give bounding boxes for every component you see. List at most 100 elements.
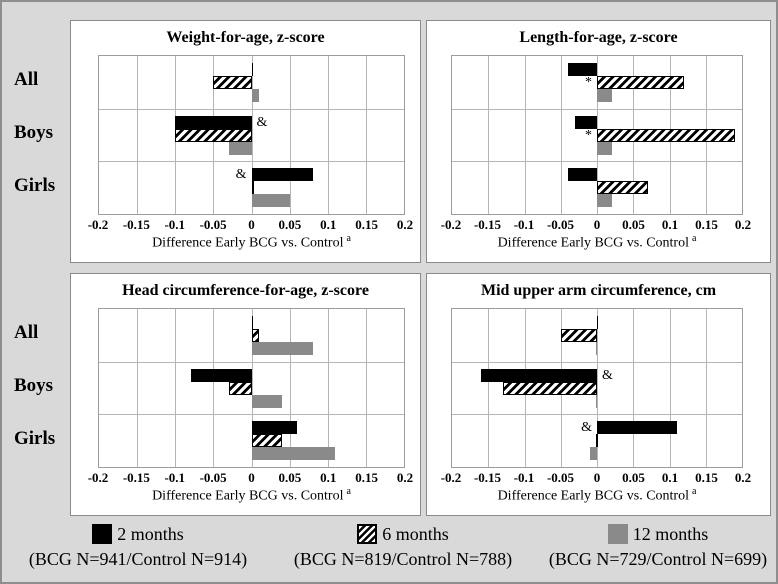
x-tick: 0 [248,470,255,485]
plot-area [98,308,405,468]
x-tick: -0.2 [87,217,109,232]
x-axis-caption-text: Difference Early BCG vs. Control [497,235,689,251]
grid-line-vertical [560,56,562,214]
grid-line-vertical [327,56,329,214]
x-axis-ticks: -0.2 -0.15 -0.1 -0.05 0 0.05 0.1 0.15 0.2 [441,470,751,486]
legend-item-2-months: 2 months (BCG N=941/Control N=914) [14,521,262,571]
x-tick: -0.1 [164,470,186,485]
legend-item-6-months: 6 months (BCG N=819/Control N=788) [279,521,527,571]
x-axis-caption-superscript: a [346,486,351,497]
legend-label-12-months: 12 months [632,523,709,544]
bar-12-months-girls [589,447,597,461]
x-tick: 0.15 [355,470,378,485]
panel-weight-for-age: Weight-for-age, z-score & & -0.2 -0.15 -0.1… [70,20,421,263]
x-tick: -0.1 [513,217,535,232]
grid-line-vertical [137,56,139,214]
bar-2-months-all [597,315,599,329]
x-axis-caption-text: Difference Early BCG vs. Control [152,488,344,504]
bar-6-months-boys [175,128,252,142]
legend-item-12-months: 12 months (BCG N=729/Control N=699) [538,521,776,571]
grid-line-vertical [705,309,707,467]
x-tick: -0.1 [513,470,535,485]
x-tick: 0.05 [278,217,302,232]
grid-line-horizontal [452,414,742,416]
bar-6-months-all [213,75,252,89]
x-tick: 0.05 [622,217,645,232]
grid-line-vertical [633,309,635,467]
panel-head-circumference: Head circumference-for-age, z-score -0.2… [70,273,421,516]
x-tick: -0.15 [122,470,150,485]
x-tick: 0.1 [661,470,679,485]
grid-line-horizontal [452,161,742,163]
legend-detail-6-months: (BCG N=819/Control N=788) [293,549,513,569]
bar-2-months-all [251,315,254,329]
bar-12-months-boys [595,394,597,408]
x-axis-caption-superscript: a [691,486,697,497]
x-tick: -0.05 [199,470,227,485]
x-tick: 0.2 [734,470,752,485]
grid-line-vertical [365,56,367,214]
bar-12-months-all [597,88,612,102]
x-tick: -0.05 [546,470,575,485]
bar-12-months-girls [597,194,612,208]
grid-line-vertical [488,309,490,467]
grid-line-vertical [524,56,526,214]
grid-line-vertical [137,309,139,467]
x-tick: -0.15 [473,470,502,485]
grid-line-vertical [251,309,253,467]
x-tick: 0 [593,217,601,232]
plot-area: * * [451,55,743,215]
significance-marker: & [581,420,592,436]
legend-line: 12 months [538,521,776,547]
x-axis-caption-superscript: a [691,233,697,244]
legend-line: 6 months [279,521,527,547]
bar-6-months-girls [595,434,598,448]
legend-swatch-6-months [357,524,378,544]
grid-line-vertical [365,309,367,467]
chart-title: Weight-for-age, z-score [166,29,325,46]
x-tick: -0.05 [199,217,227,232]
plot-area: & & [98,55,405,215]
bar-6-months-all [560,328,597,342]
x-tick: 0.15 [695,217,718,232]
x-axis-caption-text: Difference Early BCG vs. Control [152,235,344,251]
legend-label-2-months: 2 months [117,523,184,544]
chart-title: Head circumference-for-age, z-score [122,282,369,299]
row-label-girls-top: Girls [14,175,56,196]
bar-12-months-boys [251,394,282,408]
x-tick: -0.1 [164,217,186,232]
panel-length-for-age: Length-for-age, z-score * * -0.2 -0.15 -0.1… [426,20,771,263]
bar-12-months-boys [228,141,252,155]
legend-line: 2 months [14,521,262,547]
bar-6-months-all [597,75,684,89]
row-label-girls-bottom: Girls [14,428,56,449]
significance-marker: * [585,127,592,143]
grid-line-vertical [175,309,177,467]
x-tick: 0.1 [320,217,337,232]
bar-2-months-boys [190,368,252,382]
row-label-boys-bottom: Boys [14,375,54,396]
legend-swatch-12-months [607,524,628,544]
bar-6-months-all [251,328,260,342]
bar-2-months-boys [175,115,252,129]
x-tick: -0.05 [546,217,575,232]
legend: 2 months (BCG N=941/Control N=914) 6 mon… [2,521,776,579]
x-axis-caption: Difference Early BCG vs. Control a [451,486,743,505]
bar-2-months-boys [575,115,597,129]
bar-12-months-boys [597,141,612,155]
bar-6-months-boys [597,128,735,142]
grid-line-horizontal [99,414,404,416]
chart-title: Mid upper arm circumference, cm [480,282,717,299]
chart-title: Length-for-age, z-score [519,29,678,46]
x-tick: -0.2 [440,470,462,485]
bar-2-months-all [568,62,597,76]
grid-line-vertical [327,309,329,467]
x-tick: -0.15 [473,217,502,232]
grid-line-vertical [488,56,490,214]
significance-marker: & [602,367,613,383]
x-axis-caption: Difference Early BCG vs. Control a [98,233,405,252]
grid-line-horizontal [99,108,404,110]
bar-2-months-girls [251,421,298,435]
grid-line-horizontal [452,361,742,363]
bar-6-months-boys [502,381,597,395]
